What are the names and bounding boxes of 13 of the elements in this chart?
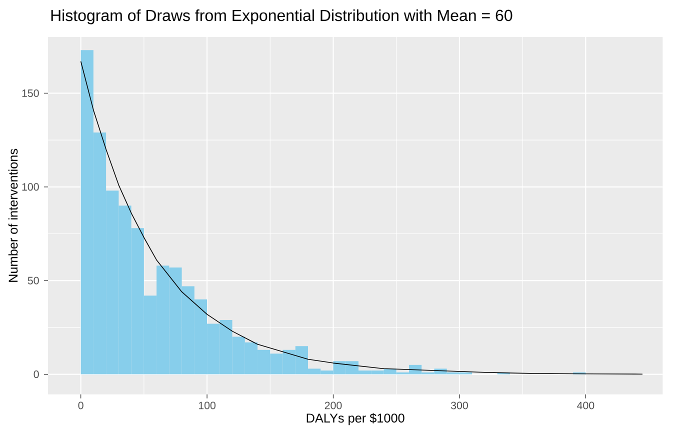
x-tick-label: 100 (198, 402, 216, 410)
x-axis-title: DALYs per $1000 (306, 413, 404, 426)
x-tick-label: 200 (324, 402, 342, 410)
x-tick-label: 0 (78, 402, 84, 410)
y-tick-label: 50 (28, 276, 39, 284)
y-tick-label: 100 (22, 183, 39, 191)
line-series (80, 60, 643, 374)
y-tick-label: 0 (34, 370, 39, 378)
x-tick-label: 300 (450, 402, 468, 410)
x-tick-label: 400 (577, 402, 594, 410)
y-axis-title: Number of interventions (8, 148, 18, 282)
y-tick-label: 150 (22, 89, 39, 97)
chart-title: Histogram of Draws from Exponential Distribution with Mean = 60 (51, 9, 512, 24)
